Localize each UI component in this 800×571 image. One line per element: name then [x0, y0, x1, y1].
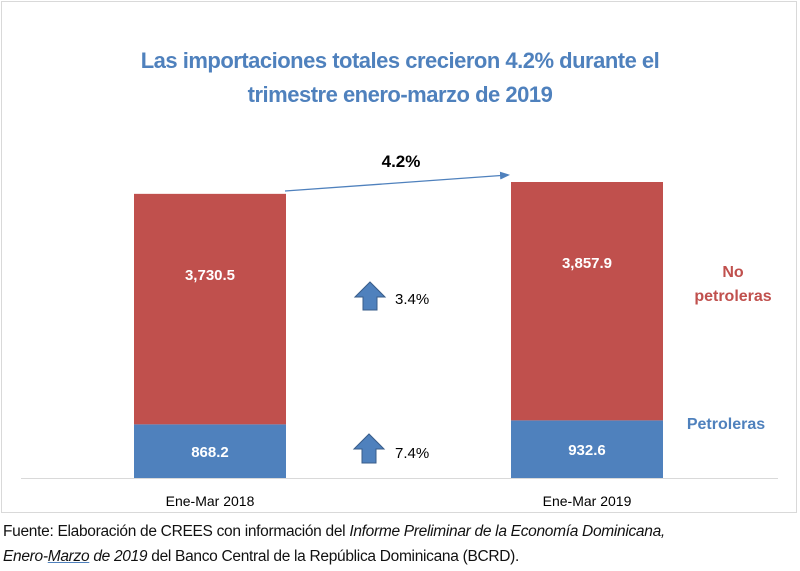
total-growth-label: 4.2%	[382, 152, 421, 171]
chart-title-line-1: Las importaciones totales crecieron 4.2%…	[140, 48, 660, 73]
no-petroleras-growth-label: 3.4%	[395, 291, 429, 308]
legend-no-petroleras-line-2: petroleras	[694, 288, 771, 305]
bar-petroleras-1	[134, 424, 286, 478]
data-label-petroleras-1: 868.2	[191, 444, 229, 461]
source-suffix: del Banco Central de la República Domini…	[147, 548, 520, 565]
bar-no-petroleras-1	[134, 193, 286, 425]
chart-title-line-2: trimestre enero-marzo de 2019	[247, 82, 553, 107]
legend-no-petroleras-line-1: No	[722, 264, 744, 281]
source-report-title: Informe Preliminar de la Economía Domini…	[349, 523, 665, 540]
source-prefix: Fuente: Elaboración de CREES con informa…	[3, 523, 350, 540]
x-tick-label-2: Ene-Mar 2019	[543, 493, 632, 509]
legend-petroleras: Petroleras	[687, 416, 765, 433]
bar-petroleras-2	[511, 420, 663, 478]
data-label-no-petroleras-1: 3,730.5	[185, 267, 235, 284]
chart-frame	[1, 1, 797, 513]
x-tick-label-1: Ene-Mar 2018	[166, 493, 255, 509]
source-report-period-a: Enero-	[3, 548, 48, 565]
bar-no-petroleras-2	[511, 182, 663, 421]
growth-arrow	[284, 171, 510, 192]
source-report-period-c: de 2019	[89, 548, 148, 565]
up-arrow-icon-petroleras	[352, 433, 386, 464]
source-report-period-b: Marzo	[47, 548, 90, 565]
stacked-bar-chart: 868.2 3,730.5 932.6 3,857.9 Ene-Mar 2018 Ene…	[21, 152, 778, 509]
data-label-petroleras-2: 932.6	[568, 442, 606, 459]
up-arrow-icon-no-petroleras	[353, 281, 387, 311]
chart-title: Las importaciones totales crecieron 4.2%…	[0, 44, 800, 112]
source-note: Fuente: Elaboración de CREES con informa…	[3, 519, 800, 569]
data-label-no-petroleras-2: 3,857.9	[562, 255, 612, 272]
petroleras-growth-label: 7.4%	[395, 445, 429, 462]
